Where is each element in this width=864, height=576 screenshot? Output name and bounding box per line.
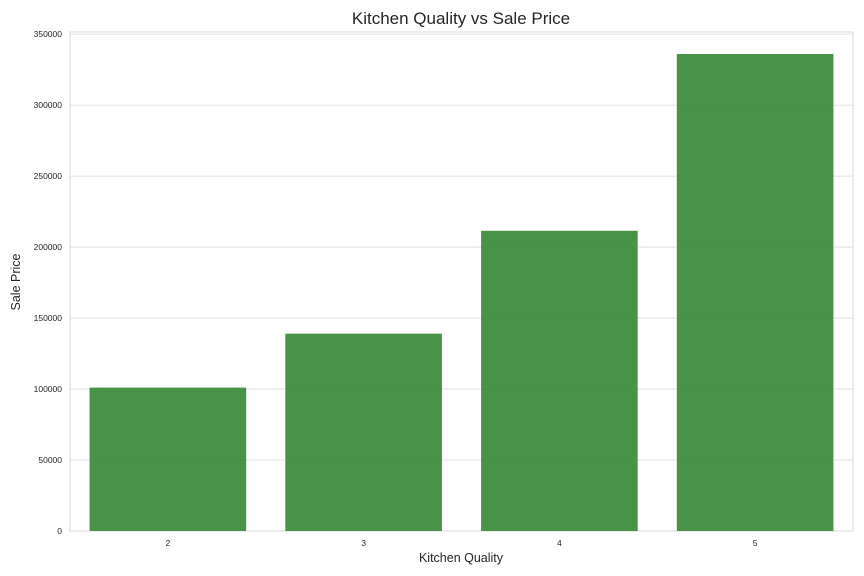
chart-title: Kitchen Quality vs Sale Price [352, 9, 570, 28]
x-tick-label: 5 [753, 538, 758, 548]
bar-2 [90, 388, 247, 531]
y-axis-label: Sale Price [9, 253, 23, 310]
x-axis-label: Kitchen Quality [419, 551, 504, 565]
bar-3 [285, 334, 442, 531]
x-tick-label: 2 [166, 538, 171, 548]
y-axis-ticks: 0 50000 100000 150000 200000 250000 300000 3500… [34, 29, 63, 536]
y-tick-label: 150000 [34, 313, 63, 323]
x-axis-ticks: 2 3 4 5 [166, 538, 758, 548]
y-tick-label: 0 [57, 526, 62, 536]
x-tick-label: 4 [557, 538, 562, 548]
y-tick-label: 50000 [38, 455, 62, 465]
y-tick-label: 200000 [34, 242, 63, 252]
y-tick-label: 300000 [34, 100, 63, 110]
y-tick-label: 350000 [34, 29, 63, 39]
bar-5 [677, 54, 834, 531]
x-tick-label: 3 [361, 538, 366, 548]
bars [90, 54, 834, 531]
bar-4 [481, 231, 638, 531]
y-tick-label: 250000 [34, 171, 63, 181]
y-tick-label: 100000 [34, 384, 63, 394]
